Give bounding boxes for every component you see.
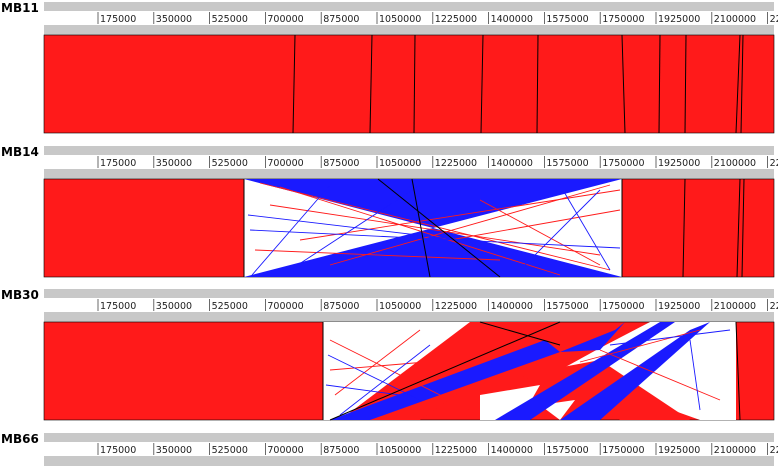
ruler-mb66: 175000 350000 525000 700000 875000 1050000 122… — [97, 443, 778, 456]
ruler-tick-label: 1225000 — [435, 158, 477, 169]
ruler-mb14: 175000 350000 525000 700000 875000 1050000 122… — [97, 156, 778, 169]
genome-track-mb66: 175000 350000 525000 700000 875000 1050000 122… — [44, 433, 778, 466]
ruler-tick-label: 700000 — [267, 301, 303, 312]
ruler-tick-label: 700000 — [267, 14, 303, 25]
ruler-tick-label: 1925000 — [658, 301, 700, 312]
ruler-tick-label: 175000 — [100, 14, 136, 25]
ruler-tick-label: 1750000 — [602, 14, 644, 25]
ruler-tick-label: 1925000 — [658, 445, 700, 456]
ruler-mb30: 175000 350000 525000 700000 875000 1050000 122… — [97, 299, 778, 312]
genome-label-mb11: MB11 — [1, 1, 39, 15]
ruler-tick-label: 2275000 — [770, 14, 778, 25]
ruler-tick-label: 1225000 — [435, 14, 477, 25]
ruler-tick-label: 1925000 — [658, 158, 700, 169]
ruler-tick-label: 525000 — [212, 14, 248, 25]
genome-label-mb14: MB14 — [1, 145, 39, 159]
ruler-tick-label: 350000 — [156, 158, 192, 169]
ruler-tick-label: 2100000 — [714, 301, 756, 312]
ruler-tick-label: 175000 — [100, 301, 136, 312]
ruler-tick-label: 1400000 — [491, 158, 533, 169]
ruler-tick-label: 1750000 — [602, 158, 644, 169]
ruler-tick-label: 1750000 — [602, 445, 644, 456]
genome-track-mb11: 175000 350000 525000 700000 875000 1050000 122… — [44, 2, 778, 35]
ruler-tick-label: 1225000 — [435, 301, 477, 312]
ruler-tick-label: 525000 — [212, 445, 248, 456]
genome-label-mb30: MB30 — [1, 288, 39, 302]
ruler-tick-label: 1050000 — [379, 14, 421, 25]
ruler-mb11: 175000 350000 525000 700000 875000 1050000 122… — [97, 12, 778, 25]
ruler-tick-label: 1225000 — [435, 445, 477, 456]
ruler-tick-label: 1575000 — [546, 301, 588, 312]
ruler-tick-label: 1050000 — [379, 445, 421, 456]
genome-track-mb30: 175000 350000 525000 700000 875000 1050000 122… — [44, 289, 778, 322]
ruler-tick-label: 350000 — [156, 445, 192, 456]
ruler-tick-label: 700000 — [267, 445, 303, 456]
ruler-tick-label: 175000 — [100, 158, 136, 169]
ruler-tick-label: 1400000 — [491, 14, 533, 25]
ruler-tick-label: 525000 — [212, 301, 248, 312]
ruler-tick-label: 1050000 — [379, 158, 421, 169]
ruler-tick-label: 2275000 — [770, 445, 778, 456]
ruler-tick-label: 2275000 — [770, 301, 778, 312]
genome-track-mb14: 175000 350000 525000 700000 875000 1050000 122… — [44, 146, 778, 179]
ruler-tick-label: 1575000 — [546, 158, 588, 169]
ruler-tick-label: 875000 — [323, 445, 359, 456]
comparison-panel-mb30-mb66 — [43, 321, 775, 421]
ruler-tick-label: 525000 — [212, 158, 248, 169]
ruler-tick-label: 1400000 — [491, 445, 533, 456]
ruler-tick-label: 2100000 — [714, 14, 756, 25]
ruler-tick-label: 1575000 — [546, 14, 588, 25]
ruler-tick-label: 2275000 — [770, 158, 778, 169]
comparison-panel-mb11-mb14 — [43, 34, 775, 134]
genome-label-mb66: MB66 — [1, 432, 39, 446]
ruler-tick-label: 875000 — [323, 301, 359, 312]
ruler-tick-label: 875000 — [323, 14, 359, 25]
ruler-tick-label: 1925000 — [658, 14, 700, 25]
ruler-tick-label: 350000 — [156, 14, 192, 25]
ruler-tick-label: 700000 — [267, 158, 303, 169]
ruler-tick-label: 1050000 — [379, 301, 421, 312]
ruler-tick-label: 350000 — [156, 301, 192, 312]
ruler-tick-label: 1575000 — [546, 445, 588, 456]
ruler-tick-label: 175000 — [100, 445, 136, 456]
ruler-tick-label: 1400000 — [491, 301, 533, 312]
comparison-panel-mb14-mb30 — [43, 178, 775, 278]
ruler-tick-label: 2100000 — [714, 158, 756, 169]
ruler-tick-label: 2100000 — [714, 445, 756, 456]
ruler-tick-label: 1750000 — [602, 301, 644, 312]
ruler-tick-label: 875000 — [323, 158, 359, 169]
